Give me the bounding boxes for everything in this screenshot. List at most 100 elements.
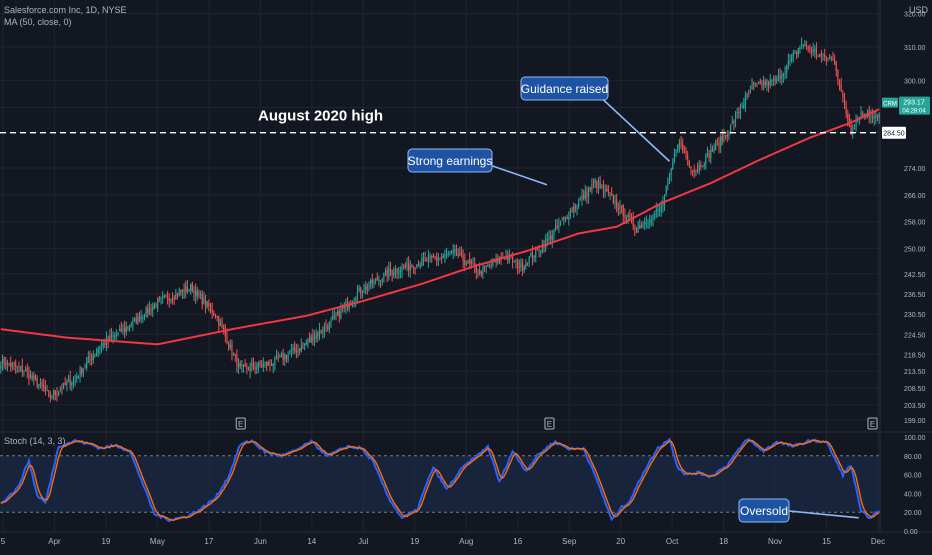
candle-body[interactable] bbox=[665, 186, 667, 194]
candle-body[interactable] bbox=[373, 280, 375, 283]
candle-body[interactable] bbox=[871, 116, 874, 118]
candle-body[interactable] bbox=[508, 255, 510, 262]
candle-body[interactable] bbox=[181, 289, 184, 294]
candle-body[interactable] bbox=[822, 53, 824, 55]
candle-body[interactable] bbox=[404, 266, 406, 268]
candle-body[interactable] bbox=[46, 389, 48, 392]
candle-body[interactable] bbox=[625, 218, 628, 220]
candle-body[interactable] bbox=[403, 266, 405, 268]
candle-body[interactable] bbox=[371, 280, 373, 284]
candle-body[interactable] bbox=[612, 194, 614, 203]
candle-body[interactable] bbox=[92, 355, 94, 361]
candle-body[interactable] bbox=[670, 168, 672, 175]
candle-body[interactable] bbox=[459, 253, 461, 256]
candle-body[interactable] bbox=[56, 392, 58, 395]
candle-body[interactable] bbox=[634, 227, 636, 230]
candle-body[interactable] bbox=[696, 169, 699, 171]
candle-body[interactable] bbox=[441, 256, 443, 258]
candle-body[interactable] bbox=[274, 357, 276, 366]
candle-body[interactable] bbox=[759, 81, 761, 84]
candle-body[interactable] bbox=[61, 389, 63, 391]
candle-body[interactable] bbox=[389, 268, 392, 272]
candle-body[interactable] bbox=[592, 183, 595, 185]
candle-body[interactable] bbox=[469, 258, 471, 263]
candle-body[interactable] bbox=[810, 50, 813, 53]
candle-body[interactable] bbox=[16, 366, 18, 368]
candle-body[interactable] bbox=[256, 367, 258, 369]
candle-body[interactable] bbox=[644, 221, 646, 224]
candle-body[interactable] bbox=[168, 299, 170, 302]
candle-body[interactable] bbox=[282, 353, 284, 361]
candle-body[interactable] bbox=[378, 279, 380, 282]
candle-body[interactable] bbox=[535, 248, 537, 258]
candle-body[interactable] bbox=[285, 354, 288, 359]
candle-body[interactable] bbox=[342, 307, 344, 309]
candle-body[interactable] bbox=[586, 191, 588, 197]
candle-body[interactable] bbox=[827, 57, 829, 62]
candle-body[interactable] bbox=[3, 357, 5, 365]
candle-body[interactable] bbox=[602, 185, 605, 192]
candle-body[interactable] bbox=[426, 259, 428, 262]
candle-body[interactable] bbox=[48, 390, 50, 392]
candle-body[interactable] bbox=[649, 221, 651, 223]
candle-body[interactable] bbox=[180, 290, 182, 292]
candle-body[interactable] bbox=[322, 331, 324, 333]
candle-body[interactable] bbox=[568, 217, 570, 220]
candle-body[interactable] bbox=[606, 187, 608, 192]
candle-body[interactable] bbox=[878, 113, 880, 118]
candle-body[interactable] bbox=[554, 225, 557, 230]
candle-body[interactable] bbox=[812, 49, 814, 53]
candle-body[interactable] bbox=[211, 308, 213, 313]
candle-body[interactable] bbox=[208, 302, 210, 307]
candle-body[interactable] bbox=[512, 256, 514, 263]
candle-body[interactable] bbox=[69, 378, 71, 386]
candle-body[interactable] bbox=[530, 253, 532, 256]
candle-body[interactable] bbox=[482, 266, 484, 274]
candle-body[interactable] bbox=[875, 114, 877, 118]
candle-body[interactable] bbox=[652, 213, 654, 221]
candle-body[interactable] bbox=[786, 65, 788, 73]
candle-body[interactable] bbox=[825, 58, 827, 60]
candle-body[interactable] bbox=[307, 339, 309, 345]
candle-body[interactable] bbox=[703, 164, 705, 168]
candle-body[interactable] bbox=[91, 358, 93, 360]
candle-body[interactable] bbox=[209, 305, 212, 308]
candle-body[interactable] bbox=[308, 338, 311, 342]
candle-body[interactable] bbox=[190, 283, 192, 291]
candle-body[interactable] bbox=[348, 304, 350, 310]
candle-body[interactable] bbox=[72, 378, 75, 384]
candle-body[interactable] bbox=[873, 116, 875, 119]
candle-body[interactable] bbox=[824, 54, 826, 57]
candle-body[interactable] bbox=[538, 249, 540, 252]
candle-body[interactable] bbox=[247, 368, 250, 371]
candle-body[interactable] bbox=[143, 316, 146, 319]
candle-body[interactable] bbox=[360, 287, 362, 294]
candle-body[interactable] bbox=[484, 265, 486, 267]
candle-body[interactable] bbox=[700, 164, 702, 167]
candle-body[interactable] bbox=[251, 363, 253, 365]
candle-body[interactable] bbox=[130, 324, 132, 328]
candle-body[interactable] bbox=[467, 260, 469, 264]
candle-body[interactable] bbox=[193, 290, 195, 294]
candle-body[interactable] bbox=[320, 329, 322, 333]
candle-body[interactable] bbox=[715, 142, 717, 150]
candle-body[interactable] bbox=[805, 45, 808, 47]
candle-body[interactable] bbox=[693, 171, 695, 173]
candle-body[interactable] bbox=[200, 294, 202, 296]
candle-body[interactable] bbox=[500, 256, 502, 259]
candle-body[interactable] bbox=[566, 216, 568, 220]
candle-body[interactable] bbox=[490, 264, 492, 266]
candle-body[interactable] bbox=[442, 255, 444, 259]
candle-body[interactable] bbox=[379, 281, 382, 283]
candle-body[interactable] bbox=[340, 308, 342, 319]
candle-body[interactable] bbox=[59, 389, 61, 391]
candle-body[interactable] bbox=[162, 296, 164, 298]
candle-body[interactable] bbox=[396, 268, 398, 273]
candle-body[interactable] bbox=[763, 82, 765, 86]
candle-body[interactable] bbox=[744, 96, 747, 106]
candle-body[interactable] bbox=[315, 334, 317, 339]
candle-body[interactable] bbox=[67, 379, 70, 382]
candle-body[interactable] bbox=[525, 262, 527, 268]
candle-body[interactable] bbox=[408, 262, 410, 270]
candle-body[interactable] bbox=[692, 169, 694, 172]
